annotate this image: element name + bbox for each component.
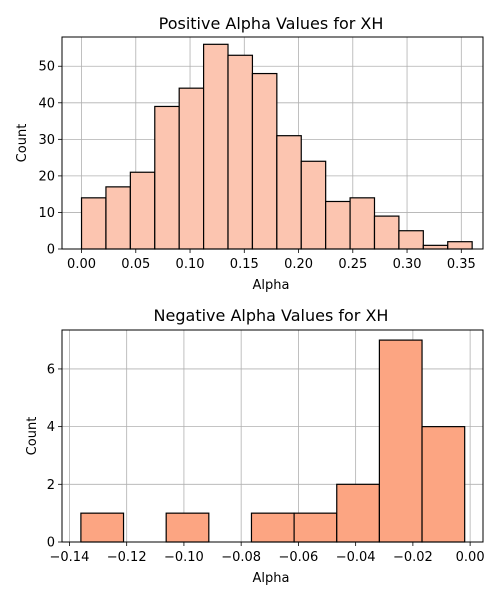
x-tick-label: 0.25 [338, 257, 367, 272]
x-tick-label: 0.30 [393, 257, 422, 272]
y-tick-label: 4 [47, 420, 55, 435]
histogram-bar [398, 230, 424, 250]
x-tick-label: −0.02 [393, 550, 433, 565]
x-axis-label: Alpha [253, 571, 290, 586]
x-tick-label: −0.10 [164, 550, 204, 565]
chart-negative-alpha: Negative Alpha Values for XH Alpha Count… [25, 306, 485, 586]
histogram-bar [202, 43, 229, 250]
histogram-bar [178, 87, 205, 250]
plot-area: 0.00 0.05 0.10 0.15 0.20 0.25 0.30 0.35 0 10 20 30 4… [38, 36, 484, 272]
y-tick-label: 30 [38, 133, 55, 148]
histogram-bar [80, 512, 125, 543]
histogram-bar [325, 200, 351, 250]
chart-title: Negative Alpha Values for XH [154, 306, 389, 325]
axes-frame [61, 36, 484, 250]
histogram-bar [154, 105, 180, 250]
histogram-bar [373, 215, 400, 250]
chart-title: Positive Alpha Values for XH [159, 14, 384, 33]
histogram-bar [422, 244, 449, 250]
histogram-bar [251, 72, 278, 250]
histogram-bar [349, 197, 376, 250]
y-tick-label: 20 [38, 169, 55, 184]
y-axis-label: Count [25, 417, 40, 456]
histogram-bar [447, 241, 473, 250]
x-tick-label: −0.14 [50, 550, 90, 565]
histogram-bar [276, 135, 302, 250]
histogram-bar [300, 160, 327, 250]
y-tick-label: 50 [38, 60, 55, 75]
histogram-bar [421, 426, 466, 543]
y-axis-label: Count [15, 124, 30, 163]
chart-positive-alpha: Positive Alpha Values for XH Alpha Count… [15, 14, 484, 293]
histogram-bar [293, 512, 338, 543]
x-tick-label: −0.12 [107, 550, 147, 565]
x-tick-label: 0.05 [121, 257, 150, 272]
histogram-bar [336, 483, 380, 543]
y-tick-label: 10 [38, 206, 55, 221]
y-tick-label: 2 [47, 478, 55, 493]
histogram-bar [250, 512, 295, 543]
histogram-bar [378, 339, 423, 543]
axes-frame [61, 329, 484, 543]
histogram-bar [165, 512, 210, 543]
x-tick-label: 0.00 [67, 257, 96, 272]
y-tick-label: 0 [47, 536, 55, 551]
histogram-bar [105, 186, 131, 250]
histogram-bar [227, 54, 254, 250]
histogram-bar [80, 197, 107, 250]
y-tick-label: 0 [47, 243, 55, 258]
x-tick-label: 0.15 [230, 257, 259, 272]
x-tick-label: 0.00 [456, 550, 485, 565]
histogram-bar [129, 171, 156, 250]
y-tick-label: 40 [38, 96, 55, 111]
x-tick-label: −0.04 [336, 550, 376, 565]
x-tick-label: −0.08 [221, 550, 261, 565]
x-tick-label: 0.10 [176, 257, 205, 272]
x-tick-label: −0.06 [278, 550, 318, 565]
y-tick-label: 6 [47, 362, 55, 377]
x-tick-label: 0.20 [284, 257, 313, 272]
plot-area: −0.14 −0.12 −0.10 −0.08 −0.06 −0.04 −0.02 0.00 0… [47, 329, 485, 565]
x-tick-label: 0.35 [447, 257, 476, 272]
x-axis-label: Alpha [253, 278, 290, 293]
